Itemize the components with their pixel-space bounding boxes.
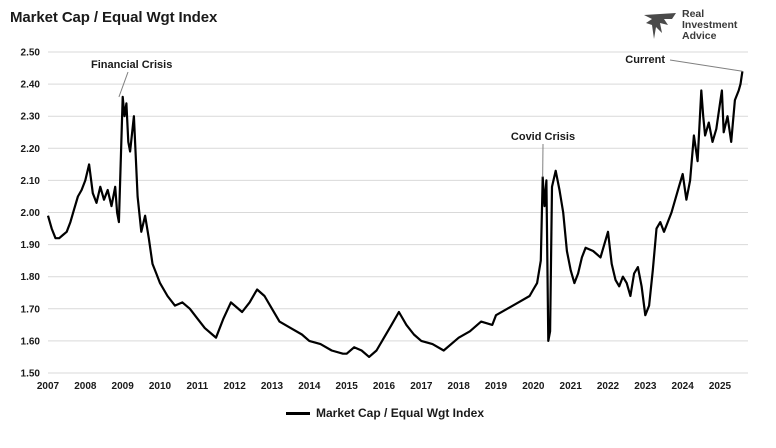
y-tick-label: 2.00 [21,208,41,219]
eagle-logo-icon [644,13,676,39]
x-axis-ticks: 2007 2008 2009 2010 2011 2012 2013 2014 2015 2016… [37,381,732,392]
gridlines [48,51,748,374]
x-tick-label: 2025 [709,381,732,392]
logo-line-3: Advice [682,30,717,42]
chart-title: Market Cap / Equal Wgt Index [10,9,218,26]
x-tick-label: 2024 [672,381,695,392]
x-tick-label: 2023 [634,381,657,392]
x-tick-label: 2021 [560,381,583,392]
y-tick-label: 2.30 [21,112,41,123]
y-tick-label: 2.50 [21,48,41,59]
y-tick-label: 2.40 [21,80,41,91]
y-tick-label: 1.80 [21,272,41,283]
x-tick-label: 2009 [112,381,135,392]
x-tick-label: 2010 [149,381,172,392]
annotation-label: Financial Crisis [91,59,172,71]
y-tick-label: 1.50 [21,369,41,380]
y-tick-label: 1.70 [21,304,41,315]
chart-legend: Market Cap / Equal Wgt Index [286,406,484,420]
annotation-label: Current [625,54,665,66]
x-tick-label: 2013 [261,381,284,392]
y-tick-label: 2.20 [21,144,41,155]
x-tick-label: 2008 [74,381,97,392]
x-tick-label: 2020 [522,381,545,392]
y-axis-ticks: 1.50 1.60 1.70 1.80 1.90 2.00 2.10 2.20 2.30 2.40… [21,48,41,380]
annotations-group: Financial Crisis Covid Crisis Current [91,54,743,178]
real-investment-advice-logo: Real Investment Advice [642,9,762,45]
x-tick-label: 2015 [336,381,359,392]
x-tick-label: 2017 [410,381,433,392]
y-tick-label: 1.90 [21,240,41,251]
series-line-0 [46,71,744,358]
logo-line-1: Real [682,8,705,20]
x-tick-label: 2019 [485,381,508,392]
legend-label: Market Cap / Equal Wgt Index [316,406,485,420]
x-tick-label: 2022 [597,381,620,392]
y-tick-label: 1.60 [21,336,41,347]
logo-text: Real Investment Advice [682,9,737,42]
y-tick-label: 2.10 [21,176,41,187]
x-tick-label: 2014 [298,381,321,392]
annotation-label: Covid Crisis [511,131,575,143]
annotation-leader-line [118,71,129,98]
x-tick-label: 2012 [224,381,247,392]
logo-line-2: Investment [682,19,738,31]
legend-line-swatch [286,411,310,415]
annotation-leader-line [669,59,743,72]
series-group [46,71,744,358]
x-tick-label: 2018 [448,381,471,392]
x-tick-label: 2016 [373,381,396,392]
x-tick-label: 2011 [186,381,208,392]
x-tick-label: 2007 [37,381,60,392]
